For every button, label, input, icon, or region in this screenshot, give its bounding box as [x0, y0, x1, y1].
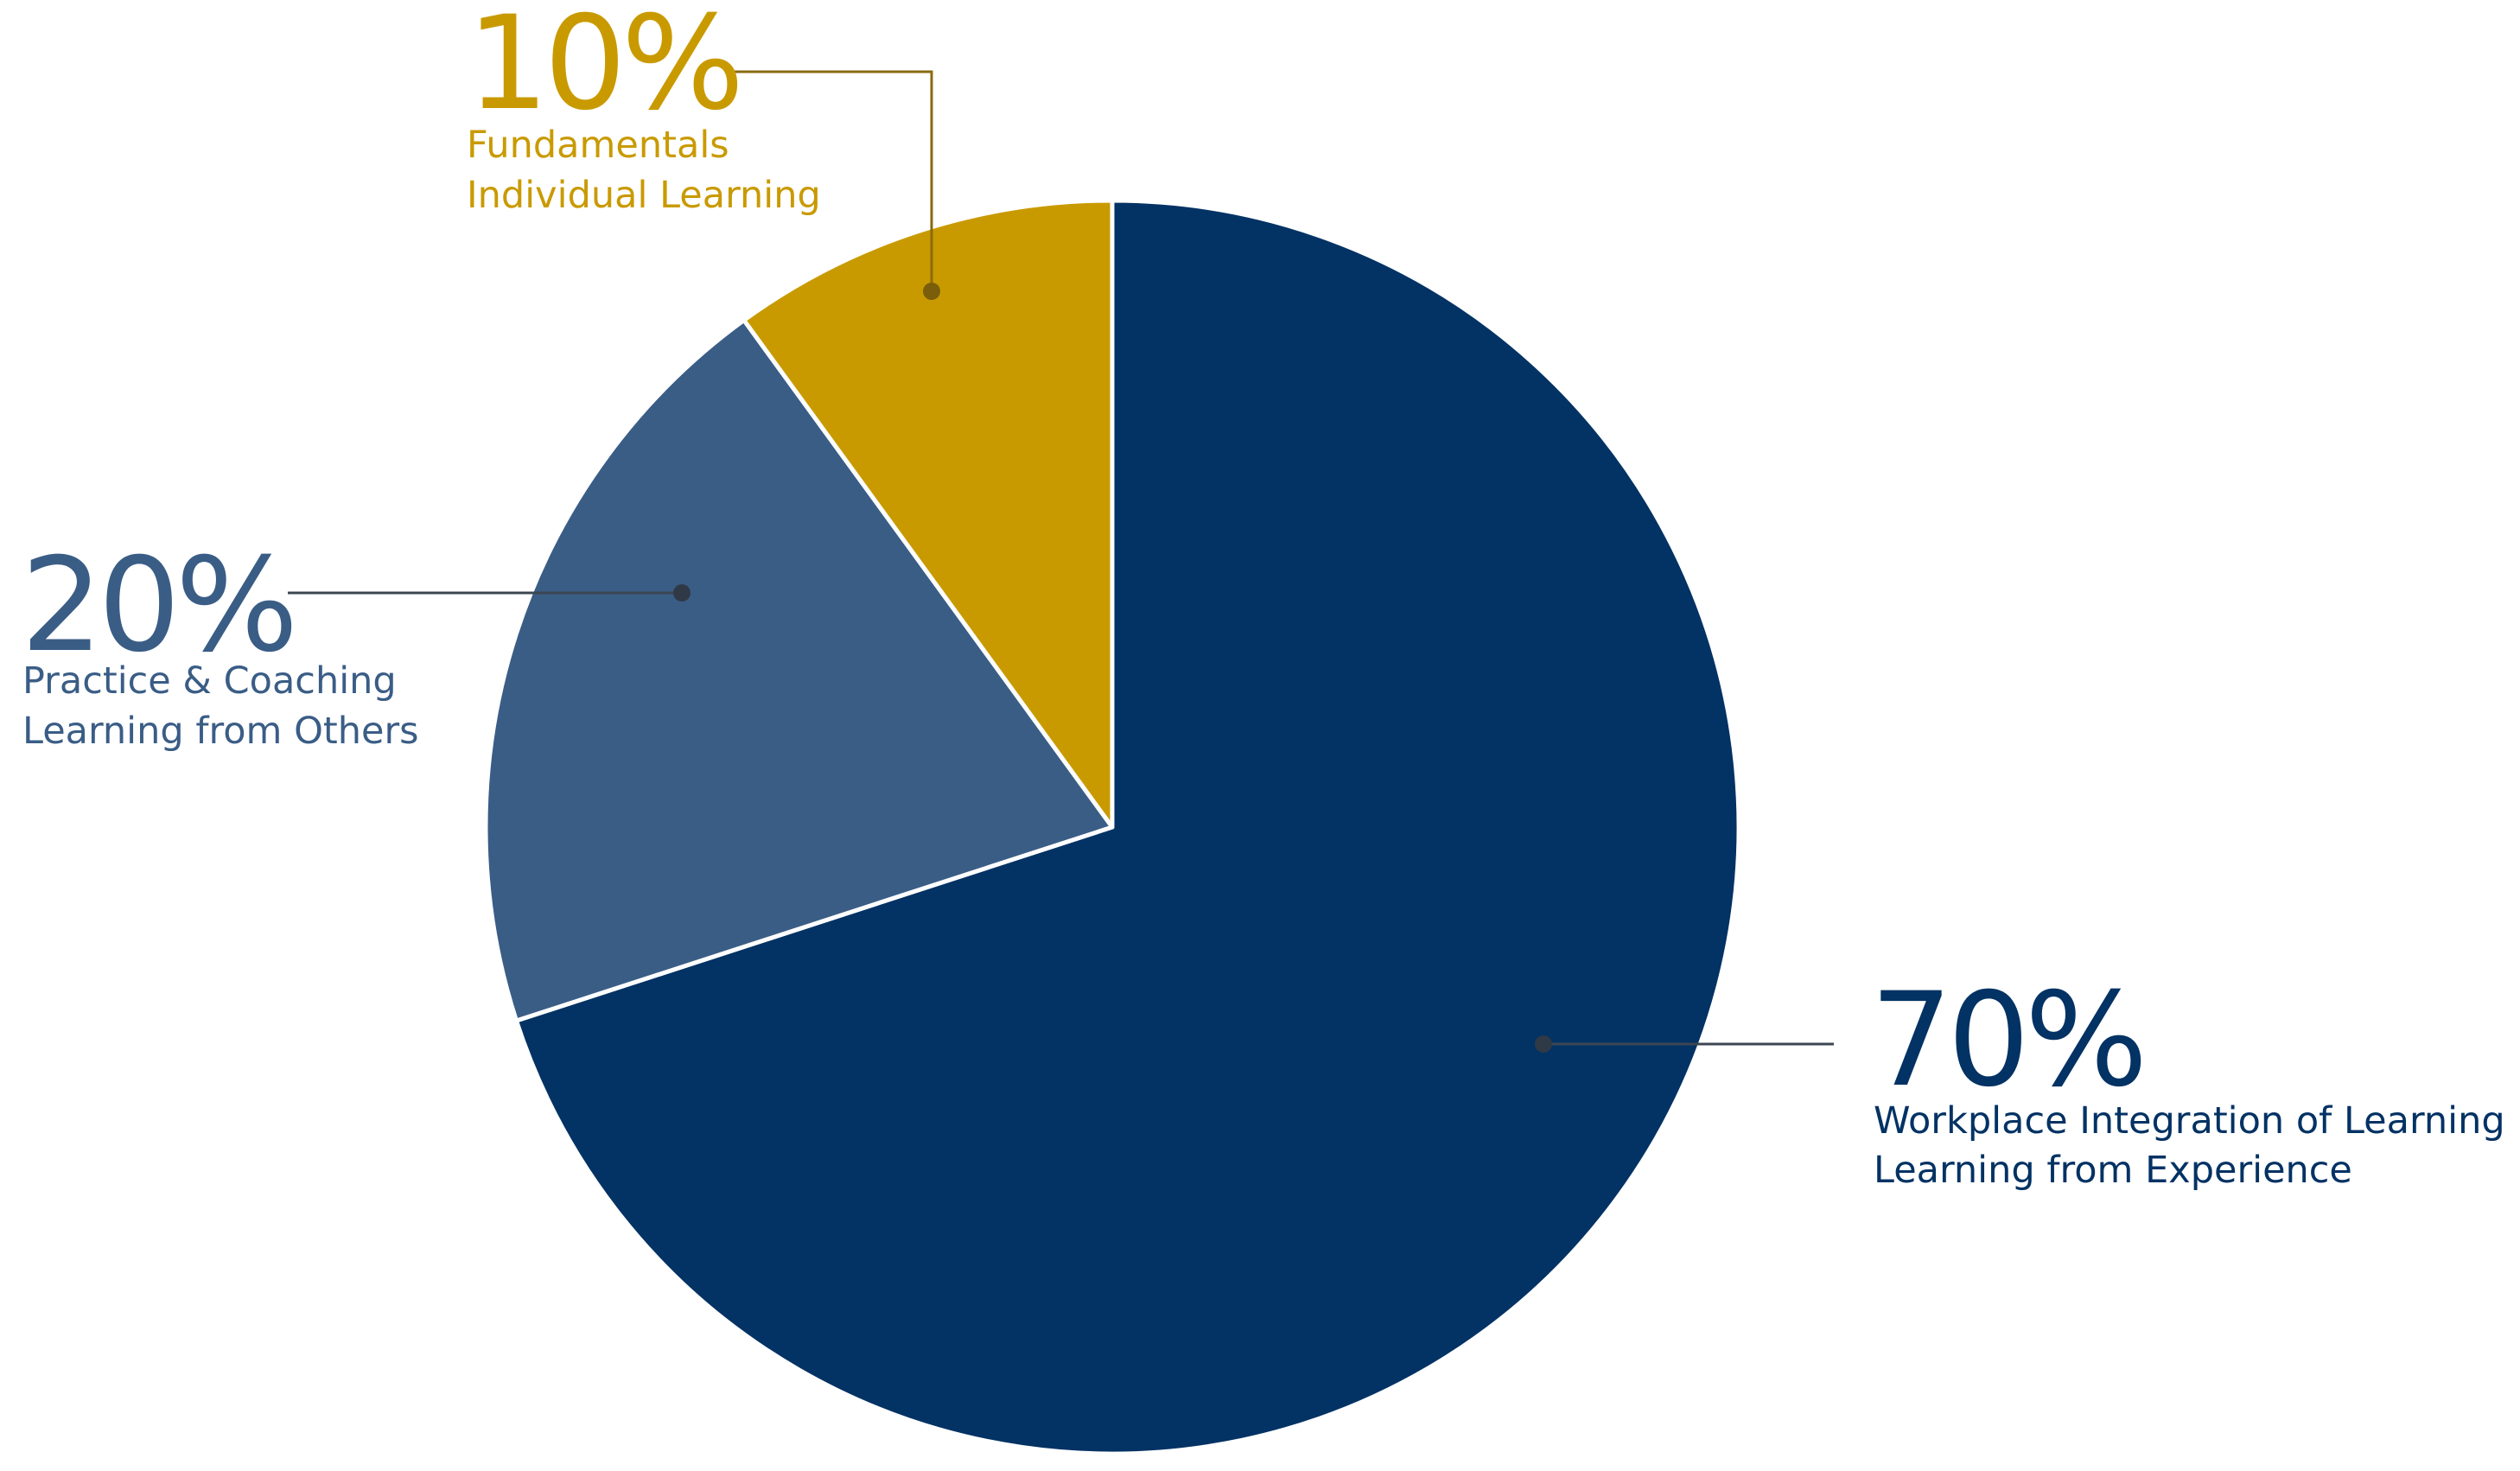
category-label-70-line1: Workplace Integration of Learning	[1874, 1099, 2505, 1143]
percent-label-10: 10%	[467, 0, 739, 139]
leader-dot-70	[1535, 1035, 1552, 1053]
category-label-20-line2: Learning from Others	[22, 710, 419, 753]
category-label-20-line1: Practice & Coaching	[22, 659, 397, 703]
percent-label-20: 20%	[21, 531, 293, 681]
pie-slice-20	[483, 317, 1115, 1023]
percent-label-70: 70%	[1870, 965, 2142, 1116]
leader-dot-10	[923, 283, 940, 300]
pie-slice-70	[513, 198, 1741, 1456]
category-label-10-line2: Individual Learning	[467, 174, 821, 217]
category-label-10-line1: Fundamentals	[467, 124, 729, 167]
category-label-70-line2: Learning from Experience	[1874, 1149, 2352, 1192]
leader-line-10	[729, 70, 933, 291]
pie-slice-10	[741, 198, 1115, 830]
leader-dot-20	[673, 584, 690, 602]
